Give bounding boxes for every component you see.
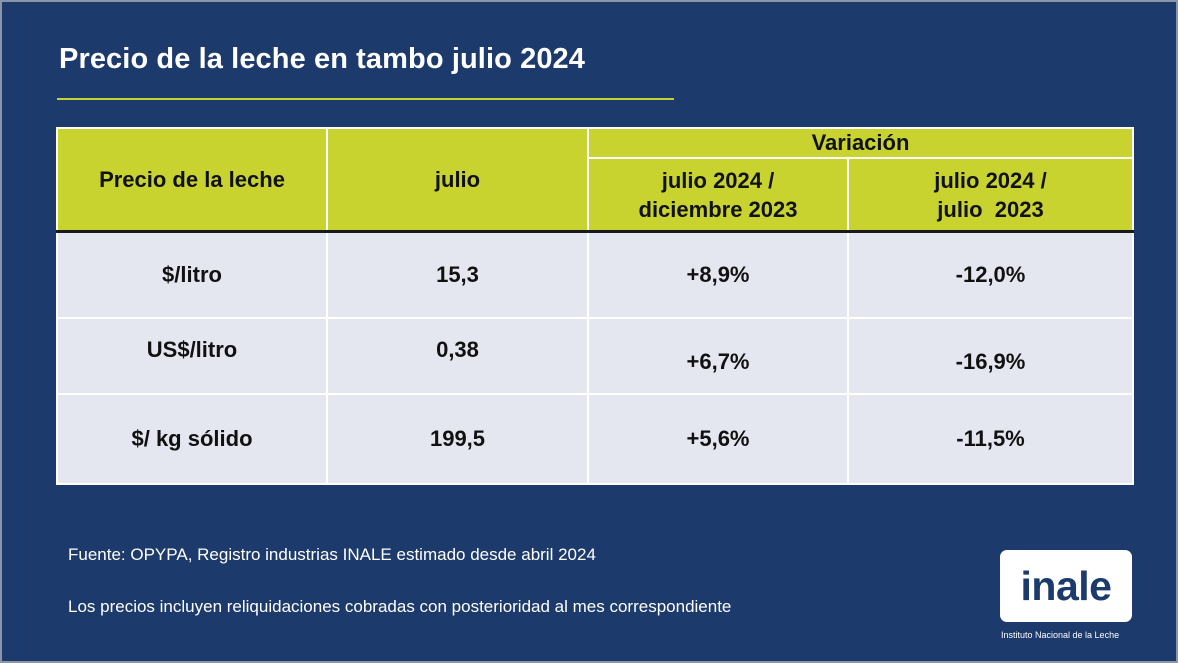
table-row: US$/litro 0,38 +6,7% -16,9%	[56, 317, 1134, 395]
table-row: $/litro 15,3 +8,9% -12,0%	[56, 230, 1134, 319]
source-note: Fuente: OPYPA, Registro industrias INALE…	[68, 545, 596, 564]
row-variation-dic-text: +6,7%	[686, 349, 750, 374]
row-julio-value: 15,3	[326, 230, 589, 319]
price-note: Los precios incluyen reliquidaciones cob…	[68, 597, 732, 616]
header-variacion-a-line1: julio 2024 /	[661, 167, 775, 193]
row-julio-value: 199,5	[326, 393, 589, 485]
header-variacion-b-line1: julio 2024 /	[934, 167, 1047, 193]
row-variation-jul: -11,5%	[847, 393, 1134, 485]
row-label: US$/litro	[56, 317, 328, 395]
table-row: $/ kg sólido 199,5 +5,6% -11,5%	[56, 393, 1134, 485]
header-variacion-a-line2: diciembre 2023	[638, 196, 798, 222]
logo-caption: Instituto Nacional de la Leche	[1001, 630, 1120, 640]
row-variation-jul: -16,9%	[847, 317, 1134, 395]
row-variation-dic: +6,7%	[587, 317, 849, 395]
price-table: Precio de la leche julio Variación julio…	[56, 127, 1134, 485]
header-variacion-julio-julio: julio 2024 / julio 2023	[847, 157, 1134, 233]
row-variation-dic: +5,6%	[587, 393, 849, 485]
slide-title: Precio de la leche en tambo julio 2024	[59, 43, 585, 75]
row-julio-text: 0,38	[436, 337, 479, 362]
inale-logo: inale	[1000, 550, 1132, 622]
row-label: $/ kg sólido	[56, 393, 328, 485]
row-label-text: US$/litro	[146, 337, 238, 362]
row-variation-jul-text: -16,9%	[955, 349, 1026, 374]
row-variation-jul: -12,0%	[847, 230, 1134, 319]
row-label: $/litro	[56, 230, 328, 319]
header-variacion: Variación	[587, 127, 1134, 159]
row-julio-value: 0,38	[326, 317, 589, 395]
logo-wordmark: inale	[1020, 562, 1112, 609]
header-variacion-b-line2: julio 2023	[937, 196, 1044, 222]
header-julio: julio	[326, 127, 589, 233]
header-precio-de-la-leche: Precio de la leche	[56, 127, 328, 233]
header-variacion-julio-diciembre: julio 2024 / diciembre 2023	[587, 157, 849, 233]
row-variation-dic: +8,9%	[587, 230, 849, 319]
title-underline	[57, 98, 674, 100]
